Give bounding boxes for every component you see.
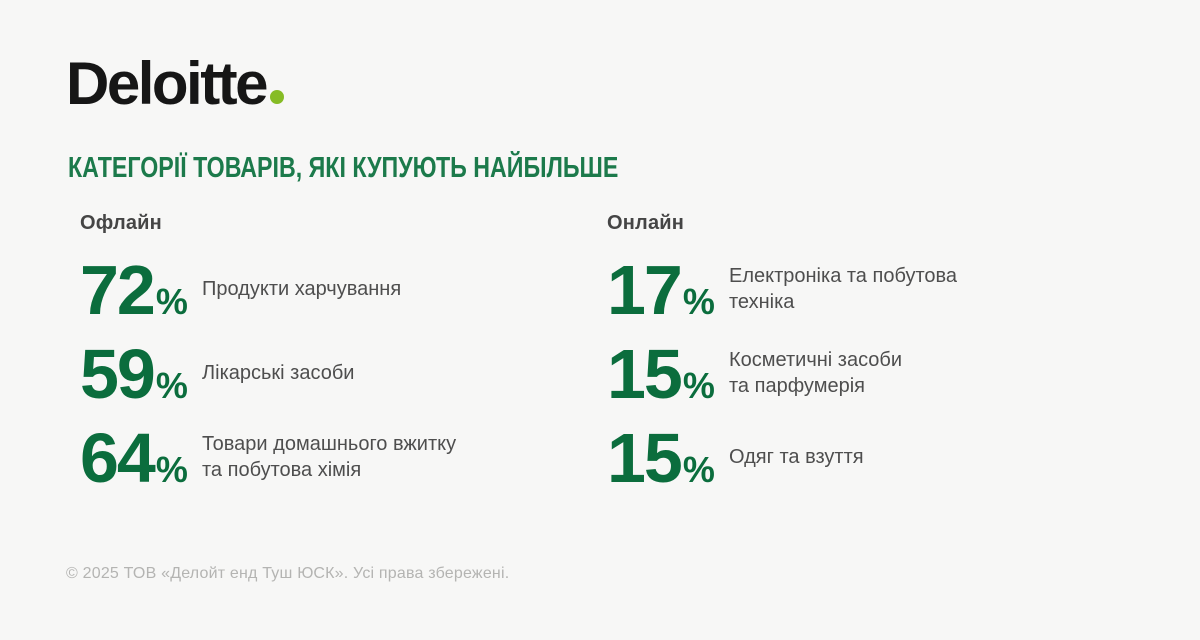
- percent-sign: %: [155, 365, 188, 406]
- online-column: Онлайн 17 % Електроніка та побутова техн…: [607, 212, 1077, 507]
- stat-row-offline-2: 59 % Лікарські засоби: [80, 339, 550, 409]
- stat-value-group: 15 %: [607, 339, 719, 409]
- stat-label: Електроніка та побутова техніка: [729, 265, 958, 313]
- percent-sign: %: [155, 449, 188, 490]
- stat-value-group: 64 %: [80, 423, 192, 493]
- stat-value-group: 72 %: [80, 255, 192, 325]
- stat-value: 17: [607, 251, 683, 329]
- offline-column: Офлайн 72 % Продукти харчування 59 % Лік…: [80, 212, 550, 507]
- stat-value-group: 15 %: [607, 423, 719, 493]
- stat-value: 15: [607, 335, 683, 413]
- percent-sign: %: [155, 281, 188, 322]
- stat-row-online-3: 15 % Одяг та взуття: [607, 423, 1077, 493]
- stat-value: 15: [607, 419, 683, 497]
- stat-label: Одяг та взуття: [729, 446, 864, 469]
- copyright-footer: © 2025 ТОВ «Делойт енд Туш ЮСК». Усі пра…: [66, 565, 510, 582]
- stat-row-online-1: 17 % Електроніка та побутова техніка: [607, 255, 1077, 325]
- logo-green-dot-icon: [270, 90, 285, 104]
- percent-sign: %: [682, 365, 715, 406]
- stat-value: 72: [80, 251, 156, 329]
- deloitte-logo: Deloitte: [66, 54, 285, 114]
- stat-label: Косметичні засоби та парфумерія: [729, 349, 903, 397]
- column-header-online: Онлайн: [607, 212, 685, 234]
- stat-value: 64: [80, 419, 156, 497]
- stat-value: 59: [80, 335, 156, 413]
- stat-row-offline-3: 64 % Товари домашнього вжитку та побутов…: [80, 423, 550, 493]
- stat-label: Продукти харчування: [202, 278, 402, 301]
- stat-row-offline-1: 72 % Продукти харчування: [80, 255, 550, 325]
- column-header-offline: Офлайн: [80, 212, 162, 234]
- page-title: КАТЕГОРІЇ ТОВАРІВ, ЯКІ КУПУЮТЬ НАЙБІЛЬШЕ: [68, 152, 619, 184]
- logo-text: Deloitte: [66, 50, 269, 117]
- stat-value-group: 59 %: [80, 339, 192, 409]
- stat-label: Товари домашнього вжитку та побутова хім…: [202, 433, 457, 481]
- stat-row-online-2: 15 % Косметичні засоби та парфумерія: [607, 339, 1077, 409]
- stat-value-group: 17 %: [607, 255, 719, 325]
- percent-sign: %: [682, 449, 715, 490]
- stat-label: Лікарські засоби: [202, 362, 355, 385]
- percent-sign: %: [682, 281, 715, 322]
